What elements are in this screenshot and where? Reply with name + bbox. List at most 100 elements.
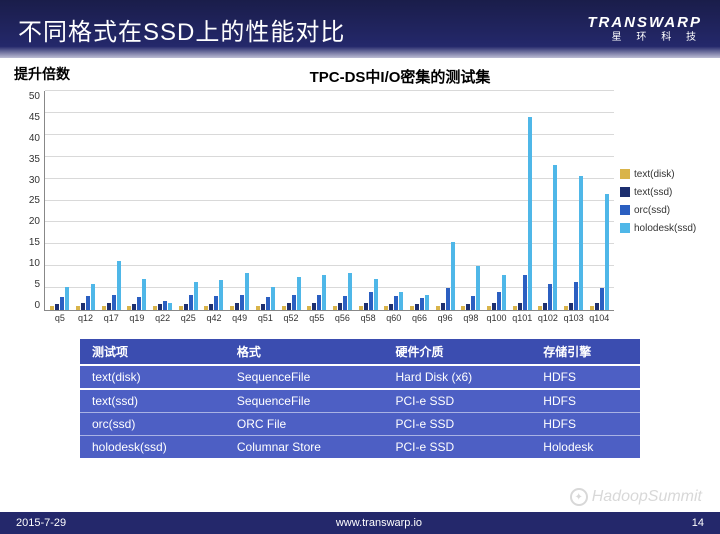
x-tick-label: q98: [463, 313, 478, 323]
bar: [317, 295, 321, 310]
bar: [204, 306, 208, 310]
y-tick: 40: [29, 133, 40, 144]
bar: [91, 284, 95, 310]
x-tick-label: q101: [512, 313, 532, 323]
y-tick: 10: [29, 258, 40, 269]
table-row: text(ssd)SequenceFilePCI-e SSDHDFS: [80, 389, 640, 413]
chart-plot-area: q5q12q17q19q22q25q42q49q51q52q55q56q58q6…: [44, 91, 614, 311]
legend-label: text(disk): [634, 169, 675, 180]
bar: [564, 306, 568, 310]
bar-group: q101: [509, 91, 535, 310]
bar: [287, 303, 291, 310]
slide-title: 不同格式在SSD上的性能对比: [18, 12, 345, 47]
bar: [184, 304, 188, 310]
footer-date: 2015-7-29: [16, 517, 66, 529]
bar-group: q96: [432, 91, 458, 310]
bar: [219, 280, 223, 310]
bar-group: q51: [253, 91, 279, 310]
bar: [348, 273, 352, 310]
bar: [569, 303, 573, 310]
bar: [446, 288, 450, 310]
y-axis-ticks: 50454035302520151050: [10, 91, 44, 311]
x-tick-label: q49: [232, 313, 247, 323]
table-header-cell: 硬件介质: [384, 339, 532, 365]
table-header-cell: 存储引擎: [531, 339, 640, 365]
y-tick: 35: [29, 154, 40, 165]
legend-swatch: [620, 187, 630, 197]
legend-item: text(disk): [620, 169, 710, 180]
bar: [158, 304, 162, 310]
bar: [163, 301, 167, 310]
bar-group: q17: [98, 91, 124, 310]
legend-label: holodesk(ssd): [634, 223, 696, 234]
bar-group: q100: [484, 91, 510, 310]
bar-group: q25: [175, 91, 201, 310]
bar-group: q104: [586, 91, 612, 310]
x-tick-label: q25: [181, 313, 196, 323]
bar: [230, 306, 234, 310]
legend-item: holodesk(ssd): [620, 223, 710, 234]
table-body: text(disk)SequenceFileHard Disk (x6)HDFS…: [80, 365, 640, 458]
bar: [451, 242, 455, 310]
legend-label: text(ssd): [634, 187, 672, 198]
table-cell: SequenceFile: [225, 389, 384, 413]
x-tick-label: q19: [129, 313, 144, 323]
bar-group: q55: [304, 91, 330, 310]
bar-group: q103: [561, 91, 587, 310]
bar: [605, 194, 609, 310]
bar: [55, 304, 59, 310]
bar-group: q49: [227, 91, 253, 310]
bar-group: q52: [278, 91, 304, 310]
bar: [153, 306, 157, 310]
bar: [261, 304, 265, 310]
bar: [487, 306, 491, 310]
bar-group: q60: [381, 91, 407, 310]
bar: [117, 261, 121, 310]
slide: 不同格式在SSD上的性能对比 TRANSWARP 星 环 科 技 提升倍数 TP…: [0, 0, 720, 534]
y-tick: 0: [34, 300, 40, 311]
y-tick: 20: [29, 216, 40, 227]
x-tick-label: q102: [538, 313, 558, 323]
bar: [369, 292, 373, 310]
bar: [579, 176, 583, 310]
bar-group: q5: [47, 91, 73, 310]
bar: [271, 287, 275, 310]
x-tick-label: q60: [386, 313, 401, 323]
chart-title: TPC-DS中I/O密集的测试集: [90, 66, 710, 87]
bar: [595, 303, 599, 310]
bar: [282, 306, 286, 310]
legend-item: orc(ssd): [620, 205, 710, 216]
x-tick-label: q12: [78, 313, 93, 323]
bar: [338, 303, 342, 310]
y-tick: 25: [29, 195, 40, 206]
y-tick: 5: [34, 279, 40, 290]
bar: [256, 306, 260, 310]
table-header-cell: 格式: [225, 339, 384, 365]
bar: [107, 303, 111, 310]
bar: [266, 297, 270, 310]
table-cell: text(ssd): [80, 389, 225, 413]
x-tick-label: q5: [55, 313, 65, 323]
bar: [127, 306, 131, 310]
wechat-icon: ✦: [570, 488, 588, 506]
logo-main: TRANSWARP: [587, 14, 702, 32]
x-tick-label: q22: [155, 313, 170, 323]
bar: [466, 304, 470, 310]
bar: [65, 287, 69, 310]
bar: [518, 303, 522, 310]
bar-group: q12: [73, 91, 99, 310]
slide-body: 提升倍数 TPC-DS中I/O密集的测试集 504540353025201510…: [0, 58, 720, 458]
bar: [86, 296, 90, 310]
bar: [476, 266, 480, 310]
bar: [50, 306, 54, 310]
bar: [60, 297, 64, 310]
bar: [441, 303, 445, 310]
legend-item: text(ssd): [620, 187, 710, 198]
bar: [235, 303, 239, 310]
y-tick: 50: [29, 91, 40, 102]
table-cell: Holodesk: [531, 436, 640, 459]
table-cell: text(disk): [80, 365, 225, 389]
bar: [410, 306, 414, 310]
x-tick-label: q42: [206, 313, 221, 323]
bar: [523, 275, 527, 310]
